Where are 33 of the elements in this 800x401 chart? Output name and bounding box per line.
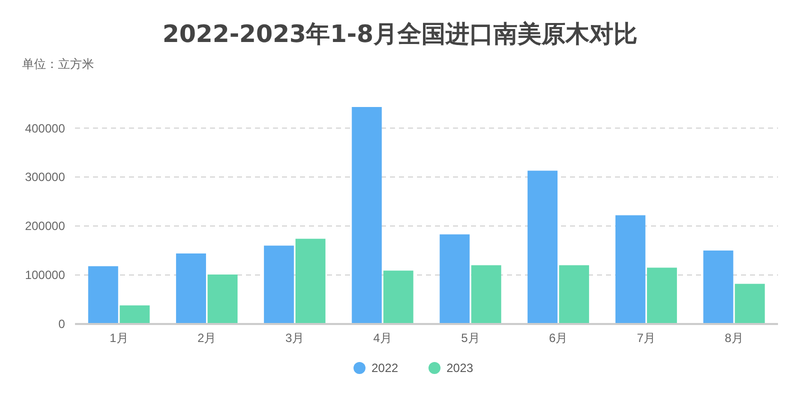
- legend-label: 2023: [446, 361, 474, 376]
- x-tick-label: 4月: [373, 331, 392, 345]
- bar: [88, 266, 118, 324]
- bar: [646, 268, 677, 324]
- bar: [264, 246, 294, 324]
- y-tick-label: 0: [58, 317, 66, 332]
- x-tick-label: 8月: [724, 331, 744, 345]
- x-tick-label: 6月: [548, 331, 568, 345]
- bar: [559, 265, 590, 324]
- x-tick-label: 5月: [461, 331, 480, 345]
- bar: [176, 253, 206, 324]
- bar: [440, 234, 470, 324]
- y-tick-label: 400000: [24, 121, 66, 136]
- legend-label: 2022: [372, 361, 399, 376]
- bar: [528, 170, 558, 324]
- bar: [703, 250, 734, 324]
- bar: [295, 238, 326, 324]
- bar: [615, 215, 646, 324]
- bar: [383, 270, 414, 324]
- bar: [471, 265, 502, 324]
- x-tick-label: 1月: [110, 331, 128, 345]
- y-tick-label: 100000: [24, 268, 66, 282]
- x-tick-label: 3月: [285, 331, 304, 345]
- bar: [120, 305, 150, 324]
- x-tick-label: 7月: [636, 331, 656, 345]
- bar: [208, 274, 238, 324]
- y-axis-title: 单位：立方米: [22, 57, 94, 71]
- bar: [734, 284, 765, 324]
- x-tick-label: 2月: [197, 331, 216, 345]
- chart-title: 2022-2023年1-8月全国进口南美原木对比: [162, 20, 638, 48]
- y-tick-label: 300000: [24, 170, 66, 184]
- bar: [352, 107, 382, 324]
- y-tick-label: 200000: [24, 219, 66, 234]
